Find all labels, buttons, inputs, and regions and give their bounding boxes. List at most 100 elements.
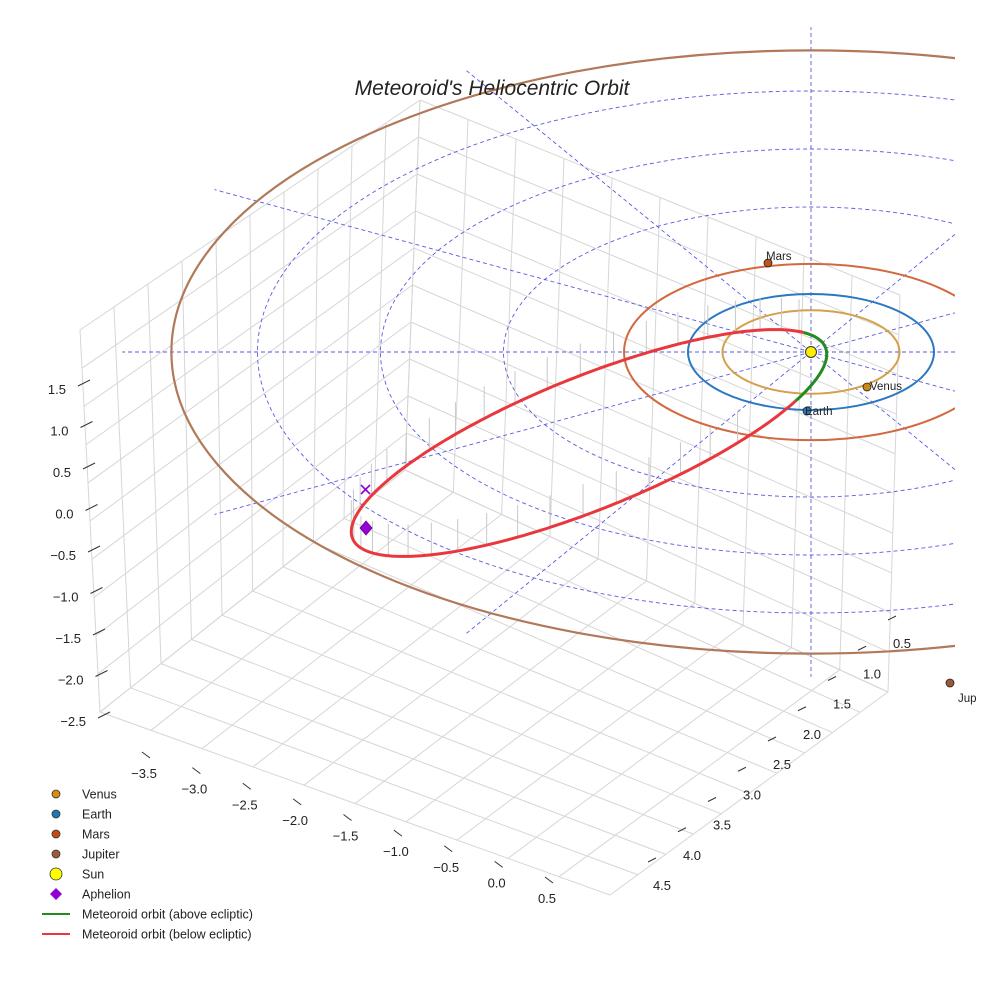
x-axis-tick <box>343 814 352 821</box>
x-axis-tick <box>192 767 201 775</box>
x-axis-tick-label: −3.0 <box>182 782 208 797</box>
y-axis-tick <box>647 857 657 863</box>
legend-marker-earth <box>51 809 61 819</box>
y-axis-tick-label: 1.0 <box>863 666 881 681</box>
grid-line <box>91 321 412 560</box>
legend-label: Meteoroid orbit (above ecliptic) <box>82 908 253 922</box>
grid-line <box>374 122 387 495</box>
y-axis-tick-label: 4.5 <box>653 878 671 893</box>
z-axis-tick <box>90 587 103 594</box>
z-axis: 1.5 1.0 0.5 0.0 −0.5 −1.0 −1.5 −2.0 −2.5 <box>48 379 111 729</box>
grid-line <box>407 395 891 614</box>
grid-line <box>343 517 833 734</box>
grid-line <box>282 566 777 774</box>
z-axis-tick <box>82 462 96 470</box>
ascending-node-x-marker <box>360 484 371 495</box>
y-axis: 0.5 1.0 1.5 2.0 2.5 3.0 3.5 4.0 4.5 <box>647 615 911 893</box>
y-axis-tick-label: 2.0 <box>803 727 821 742</box>
x-axis: 0.5 0.0 −0.5 −1.0 −1.5 −2.0 −2.5 −3.0 −3.5 <box>131 751 556 906</box>
x-axis-tick-label: −1.5 <box>333 829 359 844</box>
grid-line <box>507 647 792 859</box>
y-axis-tick-label: 1.5 <box>833 697 851 712</box>
y-axis-tick-label: 3.5 <box>713 818 731 833</box>
venus-orbit <box>721 309 901 395</box>
z-axis-tick <box>95 670 108 677</box>
legend-label: Mars <box>82 828 110 842</box>
legend-marker-sun <box>49 867 63 881</box>
z-axis-tick <box>97 711 111 719</box>
z-axis-tick <box>87 545 101 553</box>
mars-orbit <box>623 262 955 442</box>
y-axis-tick-label: 2.5 <box>773 757 791 772</box>
grid-line <box>406 432 890 653</box>
grid-line <box>839 275 853 670</box>
y-axis-tick <box>887 615 897 621</box>
x-axis-tick-label: 0.0 <box>488 875 506 890</box>
polar-grid-ring <box>503 206 955 498</box>
grid-panes <box>79 99 901 896</box>
grid-line <box>558 669 840 878</box>
x-axis-tick <box>242 782 252 790</box>
mars-marker <box>763 258 773 268</box>
y-axis-tick <box>827 676 837 681</box>
grid-line <box>93 358 410 598</box>
grid-line <box>404 99 421 471</box>
grid-line <box>313 542 805 754</box>
x-axis-tick <box>393 829 403 837</box>
z-axis-tick-label: 1.0 <box>50 424 68 439</box>
ecliptic-polar-grid <box>122 27 955 677</box>
jupiter-label: Jup <box>958 693 977 705</box>
grid-line <box>97 432 407 675</box>
polar-grid-spoke <box>214 189 812 353</box>
meteoroid-orbit-above-ecliptic <box>794 331 829 402</box>
aphelion-marker <box>359 520 373 536</box>
earth-label: Earth <box>805 406 833 418</box>
z-axis-tick-label: 0.0 <box>55 507 73 522</box>
legend-label: Jupiter <box>82 848 120 862</box>
legend-marker-jupiter <box>51 849 61 859</box>
polar-grid-spoke <box>214 351 812 515</box>
grid-line <box>343 145 353 519</box>
jupiter-orbit <box>170 49 955 655</box>
y-axis-tick <box>857 645 867 651</box>
x-axis-tick-label: −0.5 <box>433 860 459 875</box>
grid-line <box>404 469 889 693</box>
meteoroid-orbit-below-ecliptic <box>349 328 805 558</box>
grid-line <box>694 216 709 604</box>
earth-marker <box>802 406 812 416</box>
venus-label: Venus <box>870 381 902 393</box>
grid-line <box>790 255 805 648</box>
x-axis-tick-label: −3.5 <box>131 766 157 781</box>
legend-marker-venus <box>51 789 61 799</box>
grid-line <box>456 625 744 841</box>
z-axis-tick <box>77 379 91 387</box>
grid-line <box>410 321 894 534</box>
y-axis-tick-label: 4.0 <box>683 848 701 863</box>
mars-label: Mars <box>766 251 792 263</box>
y-axis-tick <box>677 827 687 833</box>
z-axis-tick-label: −2.0 <box>58 673 84 688</box>
legend-label: Sun <box>82 868 104 882</box>
y-axis-tick <box>797 706 807 712</box>
chart-title: Meteoroid's Heliocentric Orbit <box>355 77 631 100</box>
x-axis-tick-label: −2.5 <box>232 797 258 812</box>
grid-line <box>646 197 661 582</box>
legend-marker-aphelion <box>50 888 62 900</box>
sun-marker <box>805 346 817 358</box>
grid-line <box>609 691 889 896</box>
z-axis-tick-label: −2.5 <box>60 714 86 729</box>
grid-line <box>313 168 319 543</box>
y-axis-tick <box>707 797 717 802</box>
legend-label: Venus <box>82 788 117 802</box>
z-axis-tick <box>80 421 93 428</box>
grid-line <box>95 395 409 636</box>
z-axis-tick-label: −0.5 <box>50 548 76 563</box>
polar-grid-spoke <box>810 312 955 353</box>
z-axis-tick-label: −1.0 <box>53 590 79 605</box>
grid-line <box>249 214 253 592</box>
z-axis-tick-label: −1.5 <box>55 631 81 646</box>
grid-line <box>99 469 406 713</box>
x-axis-tick <box>494 860 503 868</box>
